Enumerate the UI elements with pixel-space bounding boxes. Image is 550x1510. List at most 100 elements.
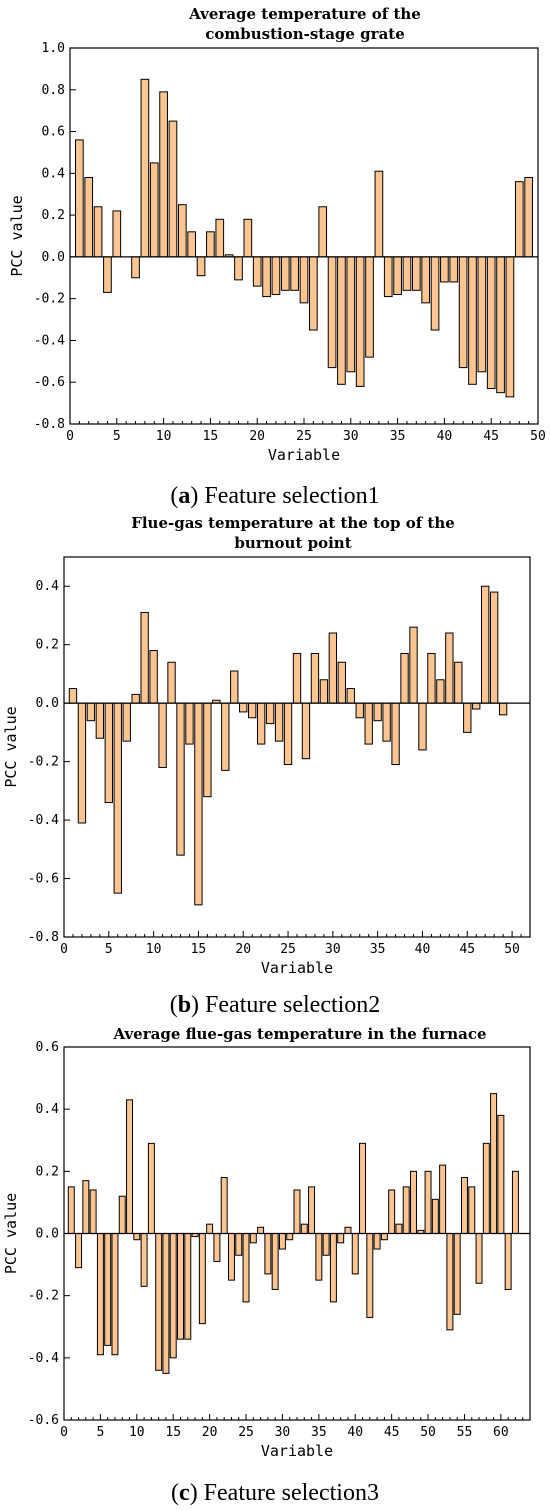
panel-b-bar-48 xyxy=(489,591,499,704)
panel-c-bar-16 xyxy=(177,1233,184,1340)
panel-b-bar-38 xyxy=(400,652,409,704)
panel-a-bar-28 xyxy=(327,256,337,369)
panel-a-caption-letter: a xyxy=(178,483,190,509)
panel-c-bar-1 xyxy=(67,1186,75,1235)
panel-a-caption-open: ( xyxy=(170,483,178,509)
panel-a-y-tick-label: 1.0 xyxy=(42,41,65,56)
panel-c-x-tick-label: 0 xyxy=(60,1425,68,1440)
panel-b-bar-19 xyxy=(230,670,239,704)
panel-c-bar-10 xyxy=(133,1233,141,1241)
panel-a-bar-49 xyxy=(524,177,533,258)
panel-a-bar-42 xyxy=(458,256,468,369)
panel-a-x-tick-label: 25 xyxy=(296,429,312,444)
panel-b-bar-49 xyxy=(498,702,508,716)
panel-b-bar-46 xyxy=(472,702,481,710)
panel-b-title-line-2: burnout point xyxy=(234,534,351,552)
panel-a-bar-20 xyxy=(252,256,262,287)
panel-c-x-tick-label: 40 xyxy=(347,1425,363,1440)
panel-c-bar-42 xyxy=(366,1233,374,1318)
panel-c-caption-letter: c xyxy=(179,1480,190,1506)
panel-a-caption: (a) Feature selection1 xyxy=(170,483,379,509)
panel-b-bar-34 xyxy=(364,702,373,745)
panel-b-bar-3 xyxy=(86,702,96,722)
panel-b-bar-11 xyxy=(158,702,167,768)
panel-c-bar-20 xyxy=(206,1223,214,1235)
panel-a-bar-15 xyxy=(206,231,215,258)
panel-c-bar-15 xyxy=(169,1233,177,1359)
panel-c-y-tick-label: -0.6 xyxy=(28,1413,59,1428)
panel-a-y-tick-label: -0.2 xyxy=(34,292,65,307)
panel-a-bar-38 xyxy=(421,256,431,304)
panel-c-bar-52 xyxy=(439,1164,447,1234)
panel-b-bar-47 xyxy=(481,585,490,704)
panel-a-y-tick-label: 0.4 xyxy=(42,166,66,181)
panel-c-bar-5 xyxy=(96,1233,104,1356)
panel-a-bar-37 xyxy=(411,256,421,291)
panel-b-y-axis-label: PCC value xyxy=(2,706,20,787)
panel-c-y-tick-label: 0.4 xyxy=(36,1102,60,1117)
panel-c-bar-34 xyxy=(308,1186,316,1235)
panel-b-caption: (b) Feature selection2 xyxy=(170,992,381,1018)
panel-a-y-tick-label: -0.8 xyxy=(34,417,65,432)
panel-b-bar-29 xyxy=(319,679,329,704)
panel-c-y-tick-label: 0.6 xyxy=(36,1040,59,1055)
panel-a-bar-23 xyxy=(280,256,290,291)
panel-c-bar-43 xyxy=(373,1233,381,1250)
panel-a-bar-40 xyxy=(440,256,449,283)
panel-c-bar-45 xyxy=(388,1189,396,1234)
panel-b-bar-35 xyxy=(373,702,382,722)
panel-b-bar-5 xyxy=(104,702,113,804)
panel-c-bar-57 xyxy=(475,1233,483,1284)
panel-c-x-tick-label: 30 xyxy=(275,1425,291,1440)
panel-b-x-tick-label: 25 xyxy=(280,942,296,957)
panel-a-y-tick-label: 0.0 xyxy=(42,250,65,265)
panel-c-bar-59 xyxy=(490,1093,498,1235)
panel-a-bar-4 xyxy=(103,256,112,293)
panel-b-bar-37 xyxy=(391,702,400,766)
panel-a-bar-32 xyxy=(365,256,374,358)
panel-b-x-axis-label: Variable xyxy=(261,959,333,977)
panel-a-bar-46 xyxy=(496,256,505,394)
panel-c-bar-48 xyxy=(410,1170,417,1234)
panel-a-bar-11 xyxy=(168,120,178,258)
panel-c-bar-14 xyxy=(162,1233,170,1374)
panel-c-y-tick-label: -0.2 xyxy=(28,1289,59,1304)
panel-c-bar-53 xyxy=(446,1233,454,1331)
panel-a-bar-8 xyxy=(140,78,150,258)
panel-b-bar-14 xyxy=(185,702,194,745)
panel-a-bar-21 xyxy=(262,256,271,298)
panel-c-x-tick-label: 15 xyxy=(165,1425,181,1440)
panel-a-bar-2 xyxy=(84,177,94,258)
panel-c-bar-7 xyxy=(111,1233,119,1356)
panel-a-bar-24 xyxy=(290,256,299,291)
panel-c-bar-61 xyxy=(504,1233,512,1290)
panel-c-bar-3 xyxy=(82,1180,90,1235)
panel-c-caption-rest: ) Feature selection3 xyxy=(190,1480,379,1506)
panel-b-bar-12 xyxy=(167,661,176,704)
panel-a-plot-frame xyxy=(69,47,539,425)
panel-a-bar-14 xyxy=(196,256,206,277)
panel-b-bar-40 xyxy=(418,702,427,751)
panel-a-x-tick-label: 30 xyxy=(343,429,359,444)
panel-b-bar-4 xyxy=(95,702,105,739)
panel-c-x-tick-label: 10 xyxy=(129,1425,145,1440)
panel-b-x-tick-label: 10 xyxy=(146,942,162,957)
panel-b-bar-7 xyxy=(122,702,131,742)
panel-c-bar-36 xyxy=(322,1233,330,1256)
panel-b-y-tick-label: 0.2 xyxy=(36,638,59,653)
panel-c-bar-37 xyxy=(329,1233,337,1303)
panel-b-bar-9 xyxy=(140,612,149,704)
panel-c-bar-60 xyxy=(497,1114,505,1235)
panel-a-bar-9 xyxy=(149,162,159,258)
panel-c-bar-54 xyxy=(453,1233,461,1315)
panel-b-bar-33 xyxy=(355,702,364,719)
panel-a-x-tick-label: 45 xyxy=(483,429,499,444)
panel-a-bar-30 xyxy=(346,256,356,373)
panel-b-bar-20 xyxy=(239,702,248,713)
panel-c: Average flue-gas temperature in the furn… xyxy=(2,1025,531,1506)
panel-b-bar-1 xyxy=(68,688,78,704)
panel-b-title-line-1: Flue-gas temperature at the top of the xyxy=(131,514,455,532)
panel-b-caption-open: ( xyxy=(170,992,178,1018)
panel-b-y-tick-label: -0.8 xyxy=(28,930,59,945)
